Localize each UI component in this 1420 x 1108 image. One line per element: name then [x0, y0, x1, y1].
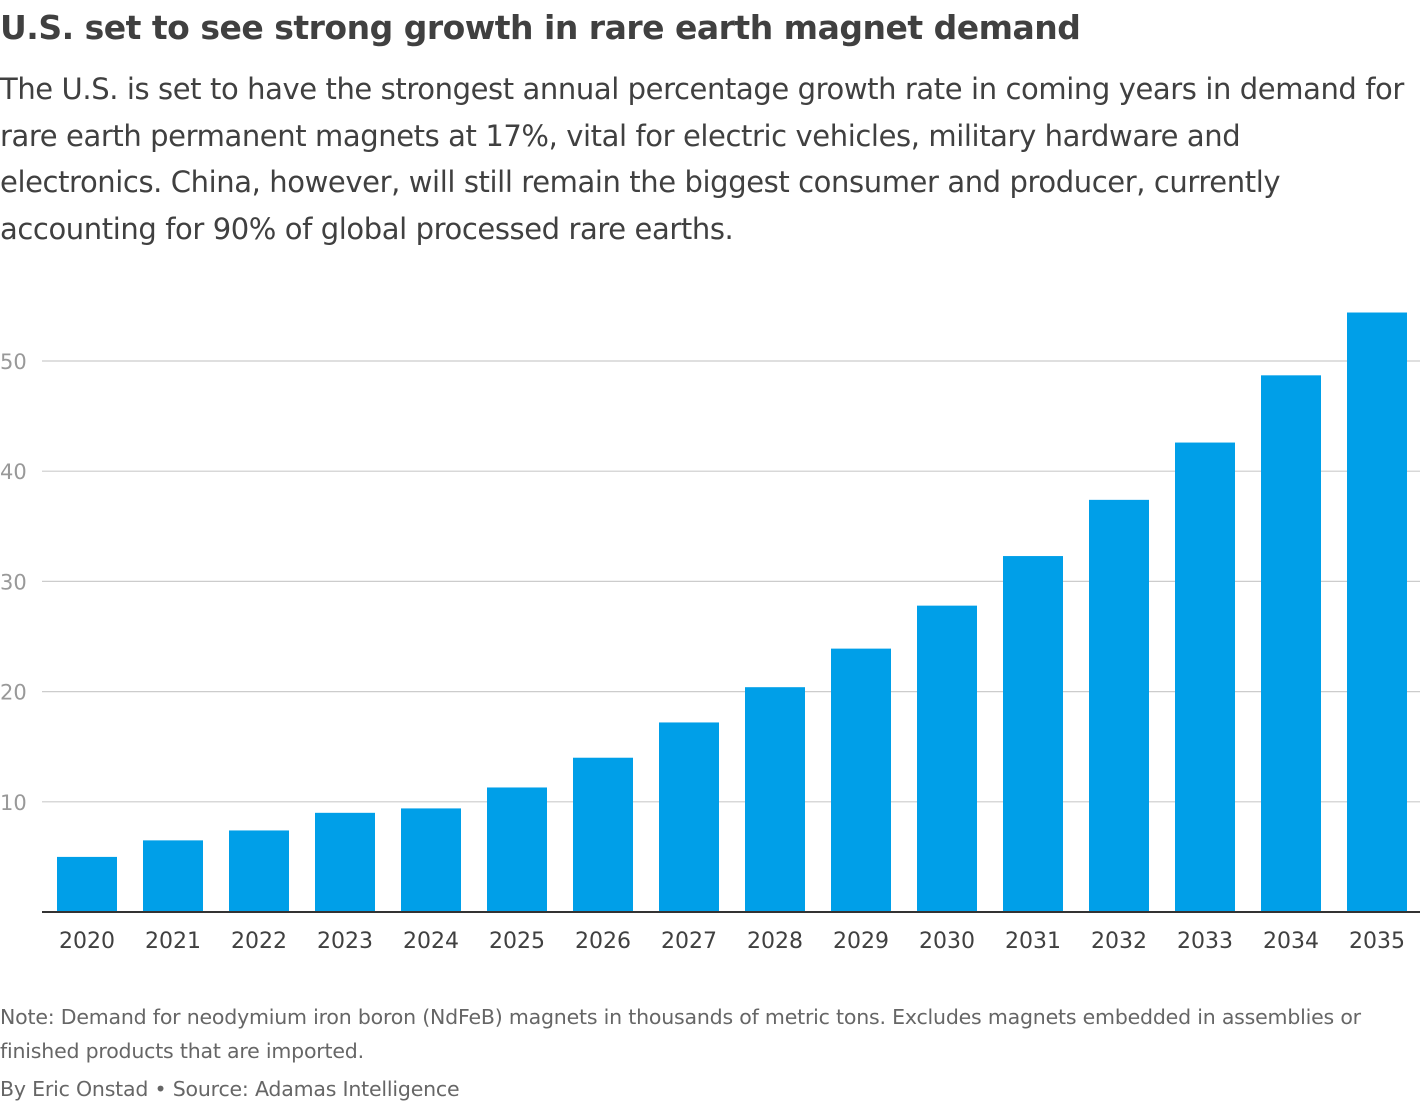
- bar-2022: [229, 830, 289, 912]
- x-tick-label: 2028: [747, 929, 803, 954]
- y-tick-label: 20: [0, 681, 27, 705]
- bar-2035: [1347, 312, 1407, 913]
- bar-2023: [315, 812, 375, 912]
- bar-2029: [831, 648, 891, 912]
- bar-2020: [57, 856, 117, 912]
- bar-2033: [1175, 442, 1235, 912]
- x-tick-label: 2021: [145, 929, 201, 954]
- x-tick-label: 2020: [59, 929, 115, 954]
- bar-2031: [1003, 556, 1063, 912]
- bar-2021: [143, 840, 203, 912]
- x-tick-label: 2029: [833, 929, 889, 954]
- x-tick-label: 2030: [919, 929, 975, 954]
- chart-subtitle: The U.S. is set to have the strongest an…: [0, 72, 1404, 246]
- chart-note: Note: Demand for neodymium iron boron (N…: [0, 1005, 1361, 1063]
- y-tick-label: 10: [0, 791, 27, 815]
- y-tick-label: 40: [0, 460, 27, 484]
- bar-2027: [659, 722, 719, 912]
- bar-2030: [917, 605, 977, 912]
- y-tick-label: 30: [0, 570, 27, 594]
- x-tick-label: 2033: [1177, 929, 1233, 954]
- chart-credit: By Eric Onstad • Source: Adamas Intellig…: [0, 1077, 460, 1101]
- bar-2024: [401, 808, 461, 912]
- x-tick-label: 2025: [489, 929, 545, 954]
- x-tick-label: 2031: [1005, 929, 1061, 954]
- bar-2026: [573, 757, 633, 912]
- bar-2028: [745, 687, 805, 912]
- x-tick-label: 2023: [317, 929, 373, 954]
- bar-2025: [487, 787, 547, 912]
- x-tick-label: 2024: [403, 929, 459, 954]
- chart-title: U.S. set to see strong growth in rare ea…: [0, 8, 1081, 47]
- x-tick-label: 2026: [575, 929, 631, 954]
- x-tick-label: 2035: [1349, 929, 1405, 954]
- y-tick-label: 50: [0, 350, 27, 374]
- x-tick-label: 2022: [231, 929, 287, 954]
- x-tick-label: 2032: [1091, 929, 1147, 954]
- x-tick-label: 2034: [1263, 929, 1319, 954]
- bar-2034: [1261, 375, 1321, 912]
- x-tick-label: 2027: [661, 929, 717, 954]
- bar-2032: [1089, 499, 1149, 912]
